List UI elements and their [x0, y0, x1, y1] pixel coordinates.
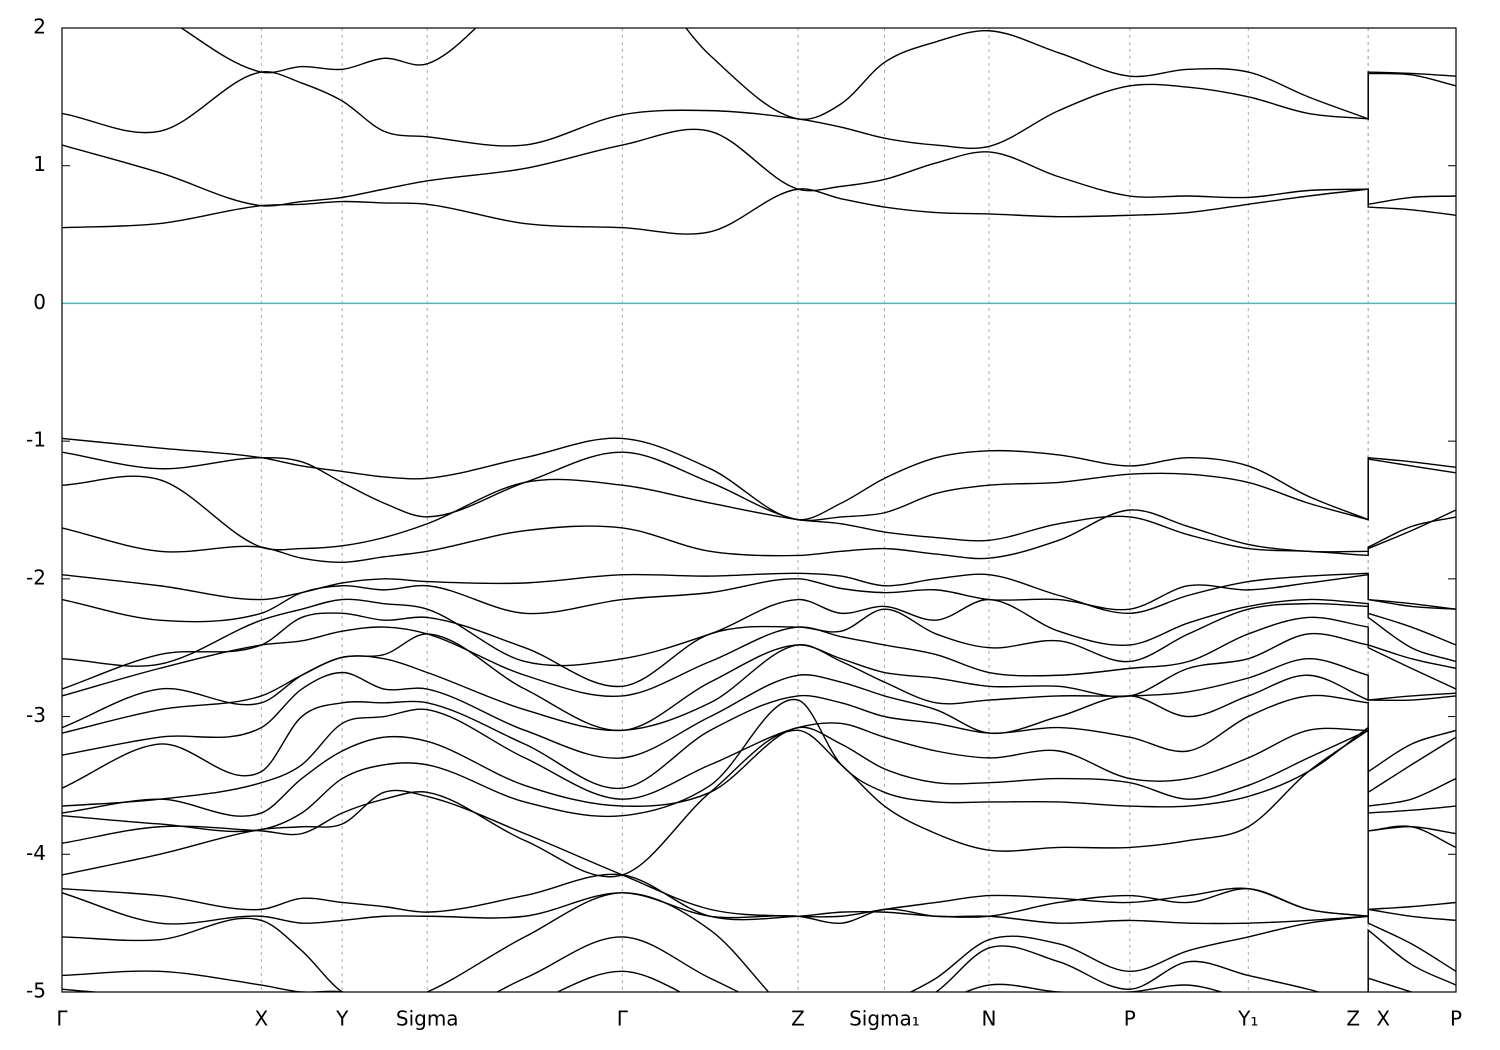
band-line [62, 451, 1456, 522]
band-line [180, 28, 1456, 121]
band-line [62, 892, 1456, 992]
band-line [62, 616, 1456, 698]
x-tick-label: N [982, 1007, 997, 1031]
x-tick-label: Z [791, 1007, 805, 1031]
band-line [62, 789, 1456, 918]
x-tick-label: P [1450, 1007, 1462, 1031]
x-tick-label: X [254, 1007, 268, 1031]
band-line [62, 71, 1456, 149]
band-line [62, 188, 1456, 235]
x-tick-label: Y₁ [1237, 1007, 1258, 1031]
band-line [62, 708, 1456, 807]
y-tick-label: -4 [26, 841, 46, 865]
band-line [62, 726, 1456, 817]
x-tick-label: Sigma [396, 1007, 459, 1031]
y-tick-label: -5 [26, 979, 46, 1003]
x-tick-label: Γ [617, 1007, 629, 1031]
plot-frame [61, 27, 1457, 993]
band-line [62, 509, 1456, 564]
y-tick-label: -3 [26, 703, 46, 727]
y-tick-label: -1 [26, 428, 46, 452]
band-line [62, 729, 1456, 878]
y-tick-label: 1 [33, 152, 46, 176]
band-line [62, 573, 1456, 623]
y-tick-label: -2 [26, 565, 46, 589]
band-line [62, 698, 1456, 833]
band-line [62, 694, 1456, 789]
x-tick-label: Z [1346, 1007, 1360, 1031]
x-tick-label: Y [335, 1007, 349, 1031]
y-tick-label: 2 [33, 15, 46, 39]
band-line [62, 632, 1456, 732]
y-tick-label: 0 [33, 290, 46, 314]
band-line [62, 644, 1456, 734]
band-line [62, 437, 1456, 521]
band-line [62, 128, 1456, 207]
band-line [62, 671, 1456, 759]
band-line [62, 598, 1456, 667]
bands [62, 28, 1456, 992]
x-tick-label: P [1124, 1007, 1136, 1031]
x-tick-label: Γ [56, 1007, 68, 1031]
band-line [62, 475, 1456, 557]
x-tick-label: X [1376, 1007, 1390, 1031]
x-tick-label: Sigma₁ [849, 1007, 920, 1031]
band-line [62, 873, 1456, 921]
band-line [62, 892, 1456, 925]
